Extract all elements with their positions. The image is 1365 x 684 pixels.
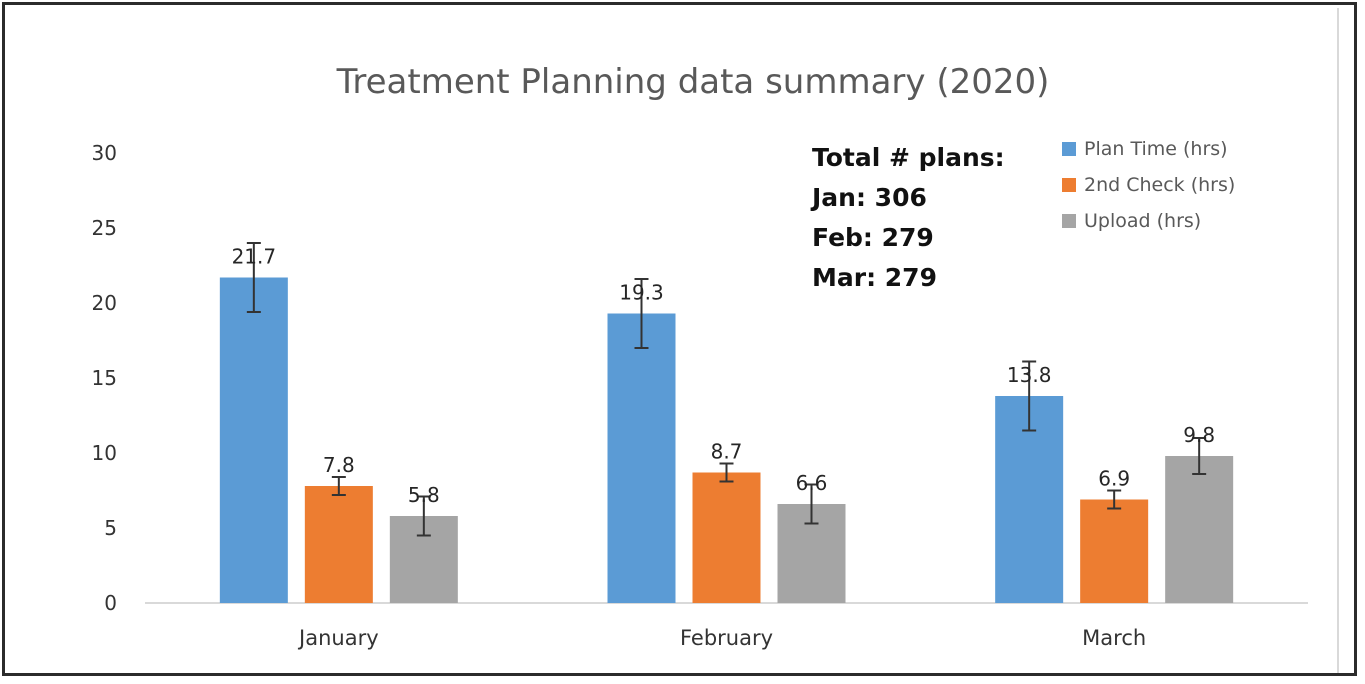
chart-title: Treatment Planning data summary (2020) [336,62,1050,102]
x-tick-label: March [1082,626,1146,650]
legend-entry: 2nd Check (hrs) [1084,174,1235,196]
bar [1165,456,1234,603]
x-tick-label: February [680,626,773,650]
y-tick-label: 25 [92,216,117,240]
total-plans-annotation: Total # plans: Jan: 306 Feb: 279 Mar: 27… [810,143,1005,292]
data-label: 5.8 [408,483,440,507]
legend-swatch [1062,214,1076,228]
annotation-line-jan: Jan: 306 [810,183,927,212]
plot-area: 0 5 10 15 20 25 30 January 21.7 7.8 5.8 February 19.… [92,141,1308,650]
y-tick-label: 10 [92,441,117,465]
bar [1080,499,1149,603]
legend-entry: Upload (hrs) [1084,210,1201,232]
chart-legend: Plan Time (hrs) 2nd Check (hrs) Upload (hr… [1062,138,1235,232]
panel-edge-divider [1337,8,1339,673]
y-tick-label: 15 [92,366,117,390]
bar [607,313,676,603]
data-label: 6.6 [796,471,828,495]
legend-entry: Plan Time (hrs) [1084,138,1228,160]
data-label: 6.9 [1098,467,1130,491]
y-tick-label: 5 [104,516,117,540]
y-tick-label: 0 [104,591,117,615]
bar [304,486,373,603]
bar [219,277,288,603]
x-tick-label: January [297,626,379,650]
legend-swatch [1062,142,1076,156]
y-tick-label: 20 [92,291,117,315]
data-label: 19.3 [619,281,664,305]
data-label: 8.7 [711,440,743,464]
data-label: 9.8 [1183,423,1215,447]
annotation-heading: Total # plans: [812,143,1005,172]
annotation-line-mar: Mar: 279 [812,263,937,292]
data-label: 13.8 [1007,363,1052,387]
data-label: 7.8 [323,453,355,477]
annotation-line-feb: Feb: 279 [812,223,934,252]
legend-swatch [1062,178,1076,192]
y-tick-label: 30 [92,141,117,165]
data-label: 21.7 [232,245,277,269]
bar [692,472,761,603]
